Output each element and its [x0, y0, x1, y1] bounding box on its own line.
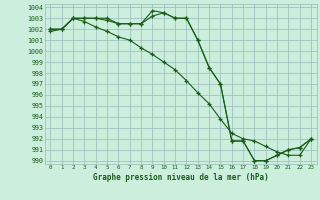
X-axis label: Graphe pression niveau de la mer (hPa): Graphe pression niveau de la mer (hPa)	[93, 173, 269, 182]
